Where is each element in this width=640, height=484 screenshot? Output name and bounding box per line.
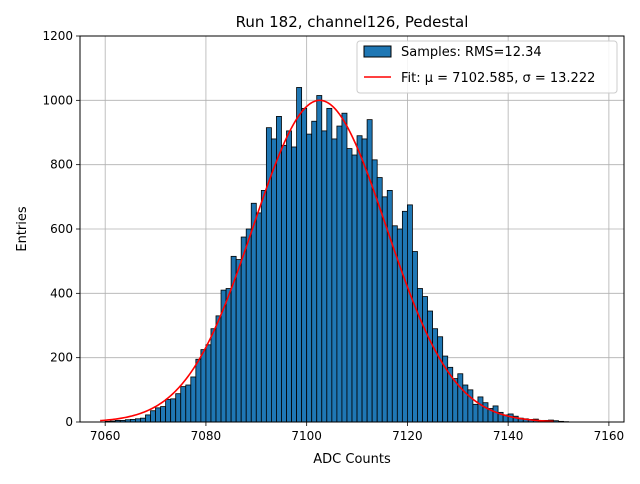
histogram-bar — [342, 113, 347, 422]
y-axis-label: Entries — [15, 206, 30, 252]
histogram-bar — [317, 96, 322, 422]
x-tick-label: 7140 — [493, 429, 524, 443]
histogram-bar — [216, 316, 221, 422]
y-tick-label: 200 — [50, 351, 73, 365]
histogram-bar — [176, 394, 181, 422]
histogram-bar — [211, 329, 216, 422]
histogram-bar — [287, 131, 292, 422]
histogram-bar — [397, 229, 402, 422]
histogram-bar — [473, 404, 478, 422]
histogram-bar — [241, 237, 246, 422]
legend: Samples: RMS=12.34 Fit: μ = 7102.585, σ … — [357, 41, 617, 93]
legend-label-fit: Fit: μ = 7102.585, σ = 13.222 — [401, 71, 595, 86]
histogram-bar — [453, 379, 458, 422]
histogram-bar — [493, 406, 498, 422]
histogram-bar — [367, 120, 372, 422]
histogram-bar — [352, 155, 357, 422]
histogram-bar — [387, 190, 392, 422]
histogram-bar — [322, 131, 327, 422]
histogram-bar — [251, 203, 256, 422]
x-tick-label: 7080 — [191, 429, 222, 443]
histogram-bar — [226, 289, 231, 422]
x-tick-label: 7120 — [392, 429, 423, 443]
histogram-bar — [281, 145, 286, 422]
histogram-bar — [145, 415, 150, 422]
histogram-bar — [357, 136, 362, 422]
x-tick-label: 7100 — [291, 429, 322, 443]
histogram-bar — [206, 345, 211, 422]
y-tick-label: 400 — [50, 286, 73, 300]
histogram-bar — [307, 134, 312, 422]
histogram-bar — [236, 260, 241, 422]
histogram-bar — [312, 121, 317, 422]
x-tick-label: 7160 — [594, 429, 625, 443]
histogram-bar — [151, 411, 156, 422]
histogram-bar — [181, 387, 186, 422]
legend-label-samples: Samples: RMS=12.34 — [401, 45, 542, 60]
histogram-bar — [478, 397, 483, 422]
histogram-bar — [302, 108, 307, 422]
x-tick-label: 7060 — [90, 429, 121, 443]
histogram-bar — [347, 149, 352, 422]
histogram-bar — [297, 87, 302, 422]
histogram-bar — [332, 139, 337, 422]
histogram-bar — [423, 297, 428, 422]
histogram-bar — [276, 116, 281, 422]
histogram-bar — [292, 147, 297, 422]
y-tick-label: 0 — [65, 415, 73, 429]
histogram-bar — [256, 213, 261, 422]
chart-title: Run 182, channel126, Pedestal — [236, 13, 469, 31]
histogram-bar — [327, 108, 332, 422]
histogram-bar — [407, 205, 412, 422]
histogram-bar — [261, 190, 266, 422]
y-tick-label: 1200 — [42, 29, 73, 43]
x-axis-label: ADC Counts — [313, 452, 391, 467]
histogram-bar — [266, 128, 271, 422]
histogram-bar — [201, 350, 206, 422]
histogram-bar — [428, 311, 433, 422]
y-tick-label: 800 — [50, 158, 73, 172]
histogram-bar — [433, 329, 438, 422]
histogram-bar — [166, 399, 171, 422]
histogram-bar — [337, 126, 342, 422]
histogram-bar — [458, 374, 463, 422]
legend-swatch-samples — [364, 46, 391, 57]
histogram-bar — [196, 359, 201, 422]
histogram-bar — [417, 289, 422, 422]
histogram-bar — [438, 337, 443, 422]
y-tick-label: 1000 — [42, 93, 73, 107]
histogram-bar — [191, 377, 196, 422]
histogram-bar — [140, 418, 145, 422]
histogram-bar — [156, 408, 161, 422]
histogram-bar — [508, 414, 513, 422]
histogram-bar — [271, 139, 276, 422]
histogram-bar — [186, 385, 191, 422]
histogram-bar — [246, 229, 251, 422]
histogram-bar — [171, 399, 176, 422]
histogram-bar — [161, 407, 166, 422]
histogram-bar — [402, 211, 407, 422]
histogram-bar — [362, 139, 367, 422]
histogram-bar — [412, 252, 417, 422]
y-tick-label: 600 — [50, 222, 73, 236]
histogram-bar — [382, 197, 387, 422]
